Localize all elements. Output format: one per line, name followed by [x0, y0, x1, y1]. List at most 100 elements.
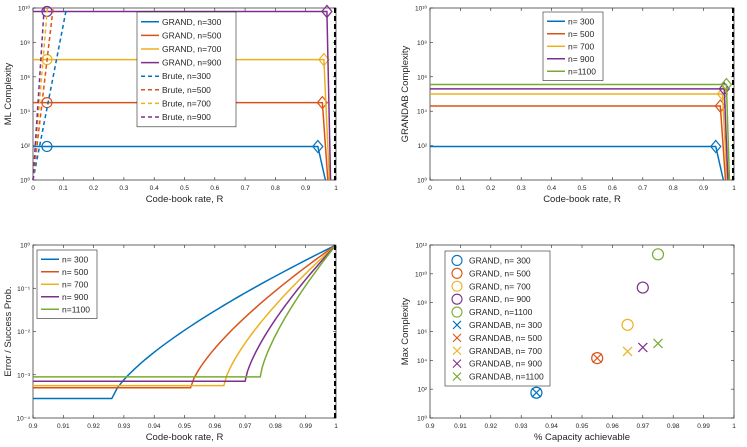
x-tick-label: 0.4: [150, 185, 159, 192]
x-point: [531, 387, 542, 398]
legend-label: GRANDAB, n= 500: [469, 333, 542, 343]
series-line-2: [33, 58, 331, 181]
circle-point: [621, 318, 634, 331]
legend: n= 300 n= 500 n= 700 n= 900 n=1100: [36, 249, 98, 319]
plot-area: [33, 244, 337, 418]
x-tick-label: 0.9: [301, 185, 310, 192]
diamond-marker: [321, 4, 333, 19]
y-tick-label: 10⁰: [417, 415, 427, 423]
x-tick-label: 0.94: [148, 423, 161, 430]
legend-swatch: [451, 267, 463, 279]
legend-label: GRAND, n= 300: [469, 255, 531, 265]
x-tick-label: 0.9: [699, 185, 708, 192]
x-tick-label: 0.1: [59, 185, 68, 192]
series-line-1: [33, 244, 337, 389]
x-tick-label: 0.5: [577, 185, 586, 192]
x-tick-label: 0.97: [239, 423, 252, 430]
legend-label: n=1100: [62, 304, 90, 314]
series-line-4: [430, 83, 731, 181]
legend-label: GRAND, n=900: [162, 58, 222, 68]
x-tick-label: 0.8: [669, 185, 678, 192]
subplot-2: 0 0.1 0.2 0.3 0.4 0.5 0.6 0.7 0.8 0.9 1 10⁰ 10² 10⁴ 10…: [400, 5, 736, 206]
x-tick-label: 0.93: [515, 423, 528, 430]
x-tick-label: 0.9: [425, 423, 434, 430]
x-tick-label: 0.98: [269, 423, 282, 430]
x-point: [637, 342, 648, 353]
series-line-0: [430, 145, 725, 181]
x-tick-label: 0.91: [454, 423, 467, 430]
plot-area: [530, 248, 665, 399]
y-tick-label: 10⁴: [417, 358, 427, 365]
legend-label: GRAND, n=300: [162, 17, 222, 27]
y-tick-label: 10²: [21, 143, 31, 150]
y-tick-label: 10⁶: [20, 74, 30, 81]
legend-label: GRAND, n= 500: [469, 268, 531, 278]
legend-swatch: [451, 306, 463, 318]
x-tick-label: 1: [334, 185, 338, 192]
legend-label: GRAND, n=1100: [469, 307, 533, 317]
y-tick-label: 10¹⁰: [18, 5, 30, 13]
legend-label: n= 300: [62, 254, 89, 264]
plot-area: [430, 8, 734, 181]
x-tick-label: 0.96: [208, 423, 221, 430]
x-tick-label: 0.98: [667, 423, 680, 430]
legend-swatch: [452, 346, 462, 356]
legend-label: GRAND, n=700: [162, 44, 222, 54]
series-line-4: [33, 244, 337, 378]
legend-label: n= 300: [568, 16, 595, 26]
brute-line-4: [32, 7, 68, 181]
legend-swatch: [452, 333, 462, 343]
legend-swatch: [452, 320, 462, 330]
legend-label: Brute, n=700: [162, 98, 211, 108]
legend-label: GRANDAB, n= 300: [469, 320, 542, 330]
y-axis-label: Max Complexity: [400, 297, 411, 365]
x-tick-label: 0.3: [517, 185, 526, 192]
diamond-marker: [312, 139, 324, 154]
x-point: [653, 338, 663, 349]
x-tick-label: 0.94: [545, 423, 558, 430]
circle-point: [530, 386, 543, 399]
x-tick-label: 0.9: [28, 423, 37, 430]
y-axis-label: Error / Success Prob.: [3, 286, 14, 376]
x-tick-label: 0.2: [486, 185, 495, 192]
x-tick-label: 0.97: [636, 423, 649, 430]
y-tick-label: 10⁴: [417, 109, 427, 116]
x-tick-label: 0: [31, 185, 35, 192]
y-axis-label: ML Complexity: [3, 63, 14, 126]
x-tick-label: 0.92: [484, 423, 497, 430]
x-tick-label: 0.6: [210, 185, 219, 192]
x-tick-label: 0.2: [89, 185, 98, 192]
brute-line-6: [32, 7, 49, 181]
diamond-marker: [709, 139, 722, 154]
diamond-marker: [720, 77, 733, 92]
x-tick-label: 0.95: [178, 423, 191, 430]
legend-box: [136, 11, 237, 128]
series-line-0: [33, 244, 337, 400]
diamond-marker: [716, 87, 729, 101]
x-tick-label: 1: [334, 423, 338, 430]
x-tick-label: 0.7: [241, 185, 250, 192]
x-point: [622, 346, 633, 357]
subplot-3: 0.9 0.91 0.92 0.93 0.94 0.95 0.96 0.97 0.98 0.99 1…: [3, 242, 338, 444]
legend-label: GRANDAB, n=1100: [469, 372, 544, 382]
x-point: [592, 353, 603, 364]
legend-label: Brute, n=900: [162, 112, 211, 122]
legend: n= 300 n= 500 n= 700 n= 900 n=1100: [542, 11, 604, 81]
y-tick-label: 10⁰: [417, 177, 427, 185]
diamond-marker: [718, 81, 731, 96]
legend-swatch: [451, 280, 463, 292]
legend-label: n= 900: [568, 54, 595, 64]
x-tick-label: 0.3: [119, 185, 128, 192]
x-tick-label: 0.96: [606, 423, 619, 430]
circle-point: [636, 281, 649, 294]
x-tick-label: 0.92: [87, 423, 100, 430]
plot-area: [32, 4, 336, 181]
brute-line-7: [32, 7, 45, 181]
x-tick-label: 0.5: [180, 185, 189, 192]
legend-swatch: [451, 254, 463, 267]
y-tick-label: 10⁸: [417, 300, 427, 307]
y-tick-label: 10⁰: [20, 177, 30, 185]
legend-label: GRANDAB, n= 700: [469, 346, 542, 356]
legend-label: n= 900: [62, 292, 89, 302]
